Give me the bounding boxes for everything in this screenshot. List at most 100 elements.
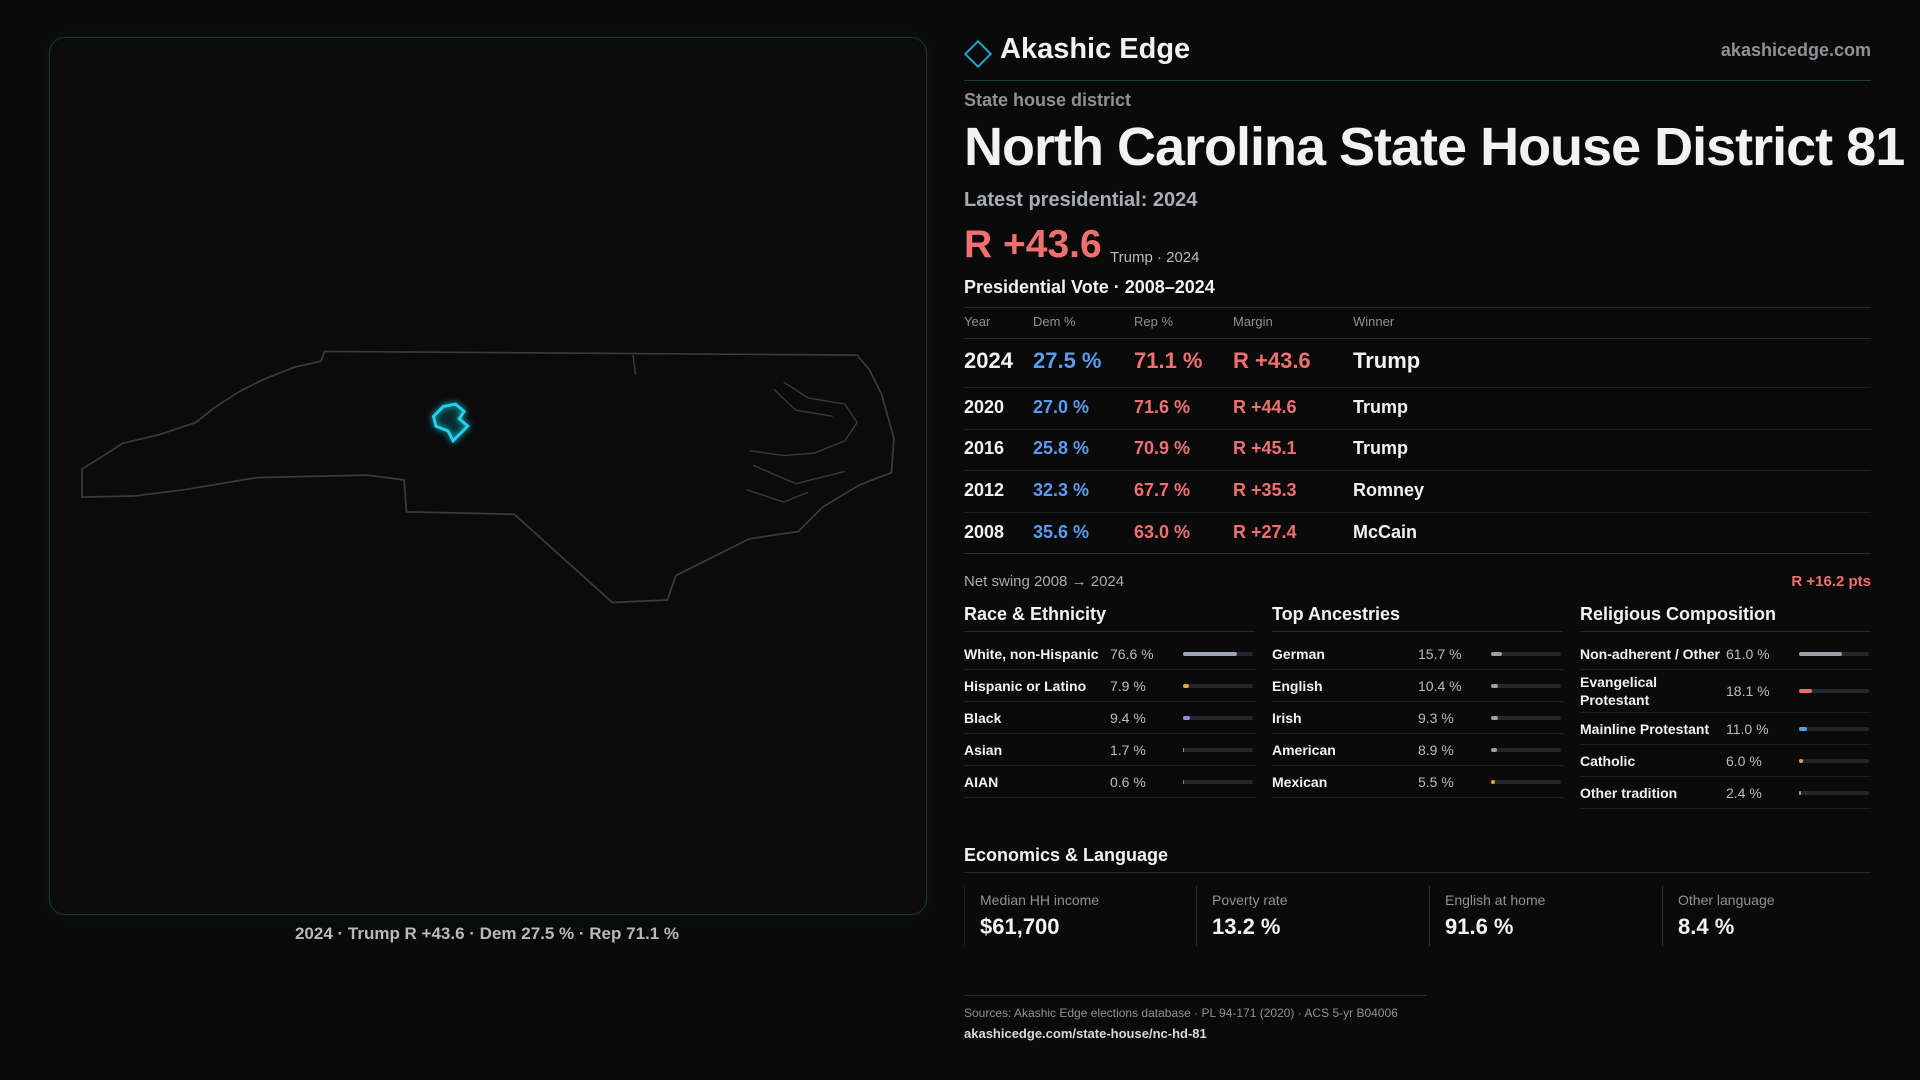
economics-label: Median HH income [980,892,1100,908]
stat-percent: 15.7 % [1418,645,1462,662]
bar [1491,715,1498,720]
stat-percent: 6.0 % [1726,752,1762,769]
header-rule [964,80,1871,81]
table-rule [964,307,1871,308]
table-cell: 2020 [964,397,1005,418]
economics-cell: Poverty rate 13.2 % [1196,886,1287,946]
stat-name: English [1272,677,1323,694]
row-rule [964,429,1871,430]
economics-rule [964,872,1871,873]
economics-cell: English at home 91.6 % [1429,886,1545,946]
bar [1183,683,1189,688]
economics-label: English at home [1445,892,1546,908]
table-cell: 32.3 % [1033,480,1090,501]
table-cell: R +45.1 [1233,438,1297,459]
table-cell: 35.6 % [1033,522,1090,543]
stat-percent: 10.4 % [1418,677,1462,694]
stat-percent: 8.9 % [1418,741,1454,758]
stat-name: Hispanic or Latino [964,677,1087,694]
stat-percent: 9.3 % [1418,709,1454,726]
stat-percent: 7.9 % [1110,677,1146,694]
row-rule [964,387,1871,388]
stat-percent: 11.0 % [1726,720,1769,737]
footer-rule [964,995,1427,996]
margin-headline: R +43.6 [964,223,1102,266]
economics-cell: Other language 8.4 % [1662,886,1775,946]
bar-track [1799,689,1869,693]
stat-percent: 18.1 % [1726,683,1770,699]
bar-track [1799,726,1869,731]
religion-section: Religious Composition Non-adherent / Othe… [1580,604,1871,809]
stat-name: American [1272,741,1336,758]
economics-title: Economics & Language [964,845,1169,865]
stat-name: Evangelical Protestant [1580,674,1658,708]
stat-name: Mexican [1272,773,1328,790]
table-cell: McCain [1353,522,1418,543]
table-cell: R +27.4 [1233,522,1297,543]
bar [1799,790,1801,795]
bar-track [1183,651,1253,656]
brand: Akashic Edge [1000,33,1191,65]
site-link[interactable]: akashicedge.com [1720,40,1871,60]
table-cell: Trump [1353,397,1409,418]
table-rule [964,338,1871,339]
stat-row: White, non-Hispanic 76.6 % [964,638,1255,670]
bar [1799,758,1804,763]
stat-row: English 10.4 % [1272,670,1563,702]
bar [1799,726,1807,731]
stat-row: Asian 1.7 % [964,734,1255,766]
section-title: Race & Ethnicity [964,604,1255,632]
state-outline [81,350,895,604]
margin-note: Trump · 2024 [1110,249,1200,266]
bar-track [1491,715,1561,720]
bar-track [1491,779,1561,784]
bar-track [1183,779,1253,784]
table-cell: 63.0 % [1134,522,1191,543]
stat-name: Irish [1272,709,1302,726]
district-outline [431,402,470,444]
economics-cell: Median HH income $61,700 [964,886,1099,946]
stat-percent: 0.6 % [1110,773,1146,790]
table-cell: Romney [1353,480,1425,501]
source-url[interactable]: akashicedge.com/state-house/nc-hd-81 [964,1026,1207,1041]
stat-percent: 2.4 % [1726,784,1762,801]
economics-value: $61,700 [980,914,1060,939]
county-line [632,355,637,375]
bar-track [1799,790,1869,795]
table-cell: 25.8 % [1033,438,1090,459]
table-cell: R +35.3 [1233,480,1297,501]
economics-value: 8.4 % [1678,914,1735,939]
table-cell: Trump [1353,438,1409,459]
stat-row: Irish 9.3 % [1272,702,1563,734]
table-cell: R +43.6 [1233,347,1311,373]
stat-percent: 61.0 % [1726,645,1770,662]
table-cell: 70.9 % [1134,438,1191,459]
stat-row: Catholic 6.0 % [1580,745,1871,777]
bar-track [1491,651,1561,656]
bar [1183,715,1190,720]
bar-track [1799,651,1869,656]
table-cell: Trump [1353,347,1421,373]
stat-name: Asian [964,741,1003,758]
stat-name: Non-adherent / Other [1580,645,1721,662]
race-section: Race & Ethnicity White, non-Hispanic 76.6 … [964,604,1255,798]
economics-value: 91.6 % [1445,914,1514,939]
column-header: Margin [1233,314,1273,329]
swing-value: R +16.2 pts [1791,573,1871,590]
row-rule [964,512,1871,513]
stat-row: American 8.9 % [1272,734,1563,766]
table-cell: 27.0 % [1033,397,1090,418]
vote-table-title: Presidential Vote · 2008–2024 [964,277,1215,297]
stat-row: Hispanic or Latino 7.9 % [964,670,1255,702]
bar [1491,651,1502,656]
stat-name: Catholic [1580,752,1636,769]
row-rule [964,470,1871,471]
stat-percent: 5.5 % [1418,773,1454,790]
ancestry-section: Top Ancestries German 15.7 % English 10.4 % I… [1272,604,1563,798]
sources: Sources: Akashic Edge elections database… [964,1006,1398,1020]
brand-icon [964,40,992,68]
stat-name: Black [964,709,1002,726]
bar-track [1491,747,1561,752]
table-cell: 2012 [964,480,1005,501]
